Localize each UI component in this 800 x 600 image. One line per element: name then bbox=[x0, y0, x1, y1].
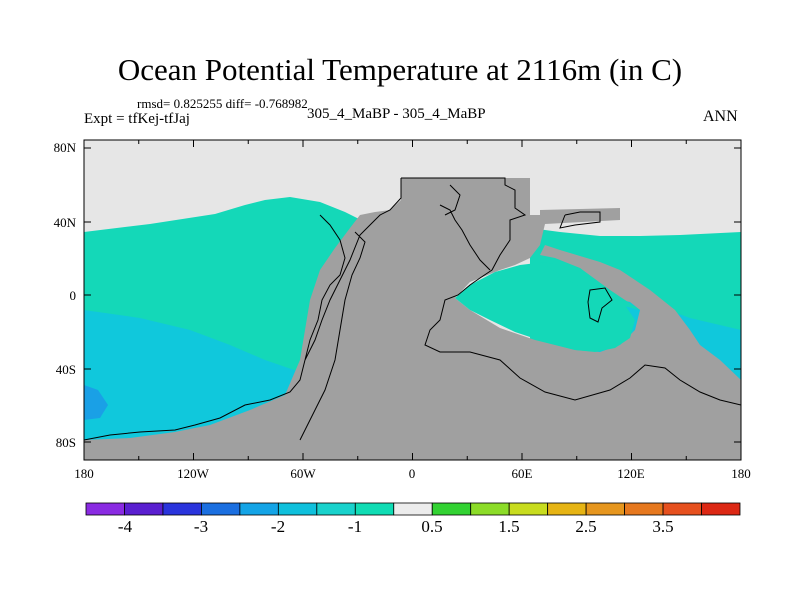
colorbar-box bbox=[239, 502, 279, 516]
colorbar-box bbox=[701, 502, 741, 516]
colorbar bbox=[85, 502, 741, 516]
colorbar-box bbox=[431, 502, 472, 516]
colorbar-label: -1 bbox=[347, 517, 363, 536]
colorbar-box bbox=[624, 502, 664, 516]
map-field bbox=[84, 140, 741, 460]
lat-label-40n: 40N bbox=[53, 215, 76, 230]
colorbar-box bbox=[470, 502, 510, 516]
colorbar-box bbox=[354, 502, 395, 516]
subtitle-label: 305_4_MaBP - 305_4_MaBP bbox=[307, 106, 486, 122]
colorbar-label: 1.5 bbox=[498, 517, 520, 536]
lat-ticks bbox=[84, 147, 741, 443]
colorbar-label: 0.5 bbox=[421, 517, 443, 536]
lat-label-40s: 40S bbox=[55, 362, 76, 377]
colorbar-box bbox=[393, 502, 433, 516]
lat-label-80s: 80S bbox=[55, 435, 76, 450]
lon-ticks bbox=[83, 140, 742, 460]
colorbar-label: 3.5 bbox=[652, 517, 674, 536]
field-blue bbox=[84, 385, 108, 420]
colorbar-box bbox=[124, 502, 164, 516]
lat-label-80n: 80N bbox=[53, 140, 76, 155]
colorbar-box bbox=[585, 502, 625, 516]
lon-label-120e: 120E bbox=[617, 466, 645, 481]
lon-label-180e: 180 bbox=[731, 466, 751, 481]
colorbar-label: -4 bbox=[117, 517, 133, 536]
lon-label-60w: 60W bbox=[290, 466, 316, 481]
colorbar-box bbox=[85, 502, 125, 516]
colorbar-label: 2.5 bbox=[575, 517, 597, 536]
colorbar-box bbox=[316, 502, 356, 516]
lat-label-0: 0 bbox=[69, 288, 77, 303]
colorbar-box bbox=[547, 502, 587, 516]
colorbar-box bbox=[277, 502, 318, 516]
lon-label-0: 0 bbox=[408, 466, 416, 481]
season-label: ANN bbox=[703, 108, 738, 125]
colorbar-label: -3 bbox=[193, 517, 209, 536]
colorbar-box bbox=[162, 502, 202, 516]
lon-label-180w: 180 bbox=[74, 466, 94, 481]
page-title: Ocean Potential Temperature at 2116m (in… bbox=[117, 52, 683, 87]
experiment-label: Expt = tfKej-tfJaj bbox=[84, 111, 190, 127]
colorbar-box bbox=[508, 502, 549, 516]
field-teal-inland-2 bbox=[540, 262, 640, 310]
colorbar-label: -2 bbox=[270, 517, 286, 536]
lon-label-120w: 120W bbox=[177, 466, 209, 481]
stats-label: rmsd= 0.825255 diff= -0.768982 bbox=[137, 96, 308, 111]
colorbar-box bbox=[662, 502, 702, 516]
lon-label-60e: 60E bbox=[511, 466, 533, 481]
colorbar-box bbox=[201, 502, 241, 516]
land-mass bbox=[84, 178, 741, 460]
coastline bbox=[84, 177, 741, 441]
